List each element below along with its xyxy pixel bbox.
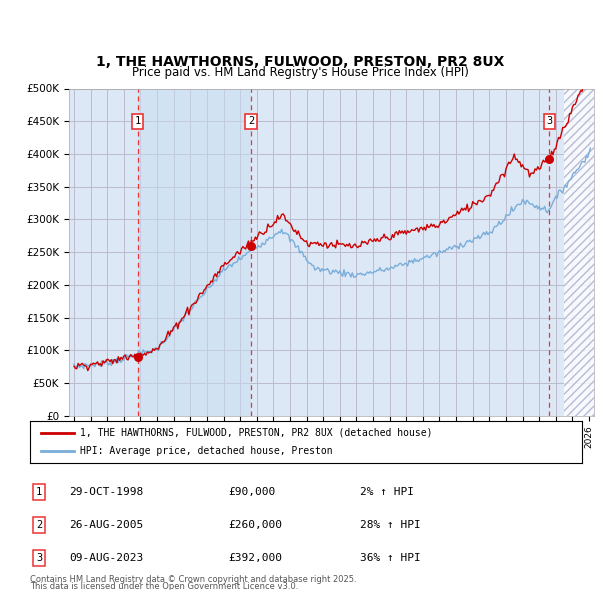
Text: 2: 2 [36,520,42,530]
Text: £260,000: £260,000 [228,520,282,530]
Text: 36% ↑ HPI: 36% ↑ HPI [360,553,421,563]
Point [545,155,554,164]
Text: 1, THE HAWTHORNS, FULWOOD, PRESTON, PR2 8UX: 1, THE HAWTHORNS, FULWOOD, PRESTON, PR2 … [96,55,504,69]
Text: Contains HM Land Registry data © Crown copyright and database right 2025.: Contains HM Land Registry data © Crown c… [30,575,356,584]
Point [133,352,142,362]
Text: 2% ↑ HPI: 2% ↑ HPI [360,487,414,497]
Text: 2: 2 [248,116,254,126]
Text: 1, THE HAWTHORNS, FULWOOD, PRESTON, PR2 8UX (detached house): 1, THE HAWTHORNS, FULWOOD, PRESTON, PR2 … [80,428,432,438]
Text: 26-AUG-2005: 26-AUG-2005 [69,520,143,530]
Text: This data is licensed under the Open Government Licence v3.0.: This data is licensed under the Open Gov… [30,582,298,590]
Text: HPI: Average price, detached house, Preston: HPI: Average price, detached house, Pres… [80,446,332,456]
Text: 29-OCT-1998: 29-OCT-1998 [69,487,143,497]
Text: 1: 1 [36,487,42,497]
Text: £392,000: £392,000 [228,553,282,563]
Text: 09-AUG-2023: 09-AUG-2023 [69,553,143,563]
Point [246,241,256,250]
Text: 1: 1 [134,116,141,126]
Text: £90,000: £90,000 [228,487,275,497]
Text: 3: 3 [36,553,42,563]
Bar [137,88,251,416]
Text: 28% ↑ HPI: 28% ↑ HPI [360,520,421,530]
Text: Price paid vs. HM Land Registry's House Price Index (HPI): Price paid vs. HM Land Registry's House … [131,66,469,79]
Text: 3: 3 [546,116,553,126]
